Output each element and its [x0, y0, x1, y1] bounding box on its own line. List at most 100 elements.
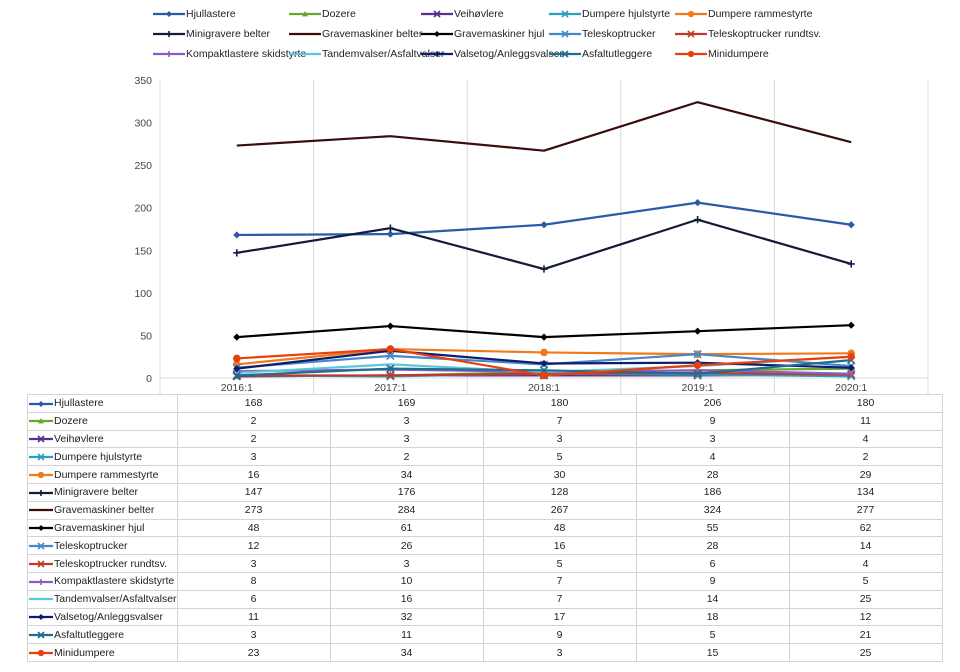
row-swatch-icon	[29, 614, 53, 621]
row-series-name: Tandemvalser/Asfaltvalser	[27, 589, 178, 609]
table-cell: 11	[329, 625, 484, 645]
x-marker	[561, 50, 569, 58]
legend-label: Valsetog/Anleggsvalser	[454, 48, 563, 60]
table-row: Valsetog/Anleggsvalser 11 32 17 18 12	[27, 607, 943, 627]
row-series-name: Hjullastere	[27, 394, 178, 413]
row-swatch-icon	[29, 418, 53, 424]
legend-swatch-icon	[675, 50, 707, 58]
table-cell: 5	[482, 447, 637, 467]
x-marker	[37, 542, 45, 550]
y-tick-label: 0	[146, 373, 152, 385]
row-label: Minigravere belter	[54, 486, 139, 499]
table-cell: 16	[176, 465, 331, 484]
legend-label: Dumpere rammestyrte	[708, 8, 813, 20]
diamond-marker	[166, 11, 172, 17]
diamond-marker	[847, 364, 855, 372]
table-cell: 3	[635, 429, 790, 449]
row-label: Hjullastere	[54, 397, 104, 410]
table-cell: 284	[329, 500, 484, 520]
legend-label: Asfaltutleggere	[582, 48, 653, 60]
table-row: Dumpere rammestyrte 16 34 30 28 29	[27, 465, 943, 484]
plus-marker	[38, 489, 44, 496]
table-cell: 267	[482, 500, 637, 520]
series-hjullastere	[233, 199, 855, 239]
table-row: Hjullastere 168 169 180 206 180	[27, 394, 943, 413]
row-series-name: Valsetog/Anleggsvalser	[27, 607, 178, 627]
table-cell: 55	[635, 518, 790, 538]
table-cell: 15	[635, 643, 790, 662]
legend-swatch-icon	[421, 31, 453, 37]
table-cell: 32	[329, 607, 484, 627]
row-label: Dumpere hjulstyrte	[54, 450, 143, 463]
series-minigravere-belter	[233, 216, 855, 273]
table-row: Kompaktlastere skidstyrte 8 10 7 9 5	[27, 571, 943, 591]
circle-marker	[540, 348, 548, 357]
x-marker	[37, 435, 45, 443]
table-cell: 16	[329, 589, 484, 609]
diamond-marker	[434, 51, 440, 57]
table-cell: 34	[329, 643, 484, 662]
row-swatch-icon	[29, 542, 53, 550]
table-cell: 18	[635, 607, 790, 627]
x-marker	[386, 371, 395, 380]
row-label: Dumpere rammestyrte	[54, 468, 159, 481]
legend-label: Veihøvlere	[454, 8, 504, 20]
x-marker	[37, 631, 45, 639]
legend-item: Asfaltutleggere	[548, 46, 652, 62]
table-cell: 277	[788, 500, 943, 520]
row-swatch-icon	[29, 525, 53, 532]
x-marker	[693, 349, 702, 359]
triangle-marker	[38, 418, 44, 424]
table-cell: 28	[635, 536, 790, 556]
row-series-name: Dozere	[27, 411, 178, 431]
table-cell: 9	[635, 571, 790, 591]
table-cell: 2	[329, 447, 484, 467]
row-swatch-icon	[29, 598, 53, 601]
row-swatch-icon	[29, 560, 53, 568]
table-cell: 48	[482, 518, 637, 538]
circle-marker	[693, 361, 702, 370]
row-series-name: Minigravere belter	[27, 482, 178, 502]
legend-item: Veihøvlere	[420, 6, 504, 22]
table-cell: 168	[176, 394, 331, 413]
table-cell: 3	[176, 625, 331, 645]
table-cell: 169	[329, 394, 484, 413]
diamond-marker	[847, 221, 855, 229]
row-label: Tandemvalser/Asfaltvalser	[54, 593, 177, 606]
y-tick-label: 50	[140, 330, 152, 342]
diamond-marker	[694, 327, 702, 335]
series-gravemaskiner-belter	[236, 101, 852, 152]
plus-marker	[166, 31, 172, 37]
legend-label: Gravemaskiner belter	[322, 28, 423, 40]
y-axis-labels: 0 50 100 150 200 250 300 350	[134, 75, 152, 385]
table-cell: 16	[482, 536, 637, 556]
table-cell: 273	[176, 500, 331, 520]
row-series-name: Dumpere rammestyrte	[27, 465, 178, 484]
x-marker	[693, 369, 702, 378]
table-cell: 186	[635, 482, 790, 502]
x-tick-label: 2019:1	[682, 382, 714, 394]
diamond-marker	[694, 199, 702, 207]
table-row: Gravemaskiner hjul 48 61 48 55 62	[27, 518, 943, 538]
row-swatch-icon	[29, 489, 53, 496]
table-cell: 3	[176, 554, 331, 573]
x-axis-labels: 2016:1 2017:1 2018:1 2019:1 2020:1	[221, 382, 868, 394]
legend-swatch-icon	[421, 51, 453, 57]
legend-swatch-icon	[289, 11, 321, 17]
table-cell: 3	[482, 429, 637, 449]
x-marker	[561, 10, 569, 18]
diamond-marker	[386, 230, 394, 238]
x-tick-label: 2018:1	[528, 382, 560, 394]
legend-label: Teleskoptrucker	[582, 28, 656, 40]
legend-item: Dumpere hjulstyrte	[548, 6, 670, 22]
legend-item: Dozere	[288, 6, 356, 22]
table-cell: 3	[329, 554, 484, 573]
x-marker	[232, 371, 241, 380]
row-swatch-icon	[29, 471, 53, 478]
diamond-marker	[434, 31, 440, 37]
circle-marker	[687, 50, 695, 58]
table-row: Veihøvlere 2 3 3 3 4	[27, 429, 943, 449]
plus-marker	[166, 51, 172, 57]
circle-marker	[37, 471, 45, 478]
row-label: Minidumpere	[54, 646, 115, 659]
